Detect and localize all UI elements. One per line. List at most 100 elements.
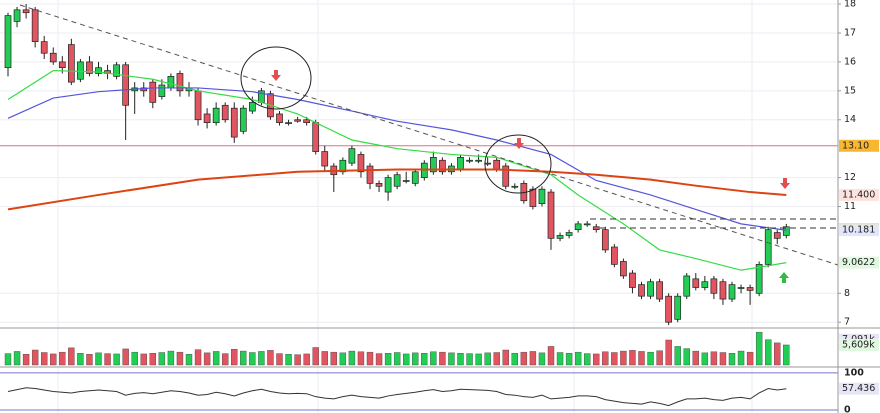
volume-bar: [611, 352, 618, 366]
arrow-down: [780, 178, 790, 189]
volume-bar: [728, 353, 736, 366]
volume-bar: [765, 339, 772, 366]
volume-bar: [457, 353, 464, 366]
volume-bar: [656, 350, 663, 366]
volume-bar: [692, 350, 699, 366]
price-tag-label: 57.436: [842, 383, 875, 394]
volume-bar: [194, 349, 202, 366]
candle-body: [86, 61, 93, 74]
volume-bar: [393, 352, 401, 366]
candle-body: [348, 148, 356, 164]
candle-body: [746, 287, 754, 291]
candle-body: [77, 61, 84, 80]
candle-body: [647, 281, 654, 297]
oscillator-line: [7, 387, 787, 407]
volume-bar: [104, 353, 111, 366]
volume-bar: [638, 351, 645, 366]
candle-body: [683, 275, 691, 297]
volume-bar: [339, 352, 347, 366]
price-tag: [839, 256, 879, 269]
volume-bar: [330, 351, 337, 366]
volume-bar: [430, 351, 437, 366]
volume-bar: [86, 354, 93, 366]
volume-bar: [565, 353, 573, 366]
candle-body: [511, 185, 519, 188]
arrow-down: [514, 138, 524, 149]
volume-bar: [538, 352, 546, 366]
volume-bar: [95, 352, 102, 366]
candle-body: [393, 174, 401, 187]
volume-bar: [249, 352, 256, 366]
candle-body: [493, 159, 501, 170]
volume-bar: [783, 344, 790, 366]
volume-bar: [412, 352, 419, 366]
volume-bar: [574, 351, 582, 366]
price-tag: [839, 188, 879, 201]
y-tick-label: 14: [844, 114, 856, 125]
candle-body: [13, 9, 21, 22]
volume-bar: [348, 350, 356, 366]
candle-body: [610, 246, 618, 265]
volume-bar: [312, 347, 319, 366]
volume-bar: [737, 350, 745, 366]
volume-bar: [556, 352, 564, 366]
volume-bar: [50, 353, 57, 366]
volume-bar: [41, 352, 48, 366]
candle-body: [67, 44, 75, 83]
candle-body: [375, 183, 383, 187]
candle-body: [710, 278, 718, 294]
candle-body: [484, 162, 491, 165]
volume-bar: [593, 353, 600, 366]
candle-body: [430, 156, 437, 173]
price-tag: [839, 139, 879, 152]
volume-bar: [158, 352, 166, 366]
candle-body: [565, 232, 573, 236]
candle-body: [601, 229, 609, 251]
candle-body: [665, 295, 673, 323]
volume-bar: [321, 351, 328, 366]
volume-bar: [113, 353, 120, 366]
y-tick-label: 15: [844, 85, 856, 96]
candle-body: [629, 272, 636, 288]
candle-body: [339, 159, 347, 173]
volume-bar: [629, 350, 636, 366]
volume-bar: [755, 331, 763, 366]
volume-bar: [203, 352, 211, 366]
volume-bar: [439, 351, 446, 366]
volume-bar: [185, 354, 193, 366]
volume-bar: [620, 350, 627, 366]
volume-bar: [140, 353, 147, 366]
candle-body: [158, 84, 166, 97]
candle-body: [466, 159, 473, 162]
volume-bar: [475, 353, 482, 366]
candle-body: [321, 151, 329, 167]
candle-body: [31, 9, 39, 43]
volume-bar: [493, 352, 500, 366]
volume-bar: [746, 351, 754, 366]
volume-bar: [366, 351, 374, 366]
volume-bar: [647, 351, 654, 366]
candle-body: [764, 229, 772, 265]
candle-body: [701, 281, 709, 288]
candle-body: [384, 177, 392, 193]
volume-bar: [122, 348, 129, 366]
candle-body: [402, 180, 410, 182]
candle-body: [583, 223, 591, 226]
volume-bar: [665, 339, 672, 366]
volume-bar: [294, 354, 301, 366]
candle-body: [140, 87, 148, 92]
candle-body: [719, 281, 727, 300]
plot: [0, 3, 838, 411]
candle-body: [475, 159, 482, 162]
candle-body: [22, 9, 30, 14]
candle-body: [113, 64, 120, 77]
arrow-down: [271, 70, 281, 81]
volume-bar: [710, 351, 718, 366]
volume-bar: [167, 350, 175, 366]
y-tick-label: 11: [844, 201, 856, 212]
candle-body: [529, 188, 537, 207]
price-tag-label: 10.181: [842, 225, 875, 236]
trendline: [19, 4, 839, 266]
volume-bar: [285, 354, 292, 366]
